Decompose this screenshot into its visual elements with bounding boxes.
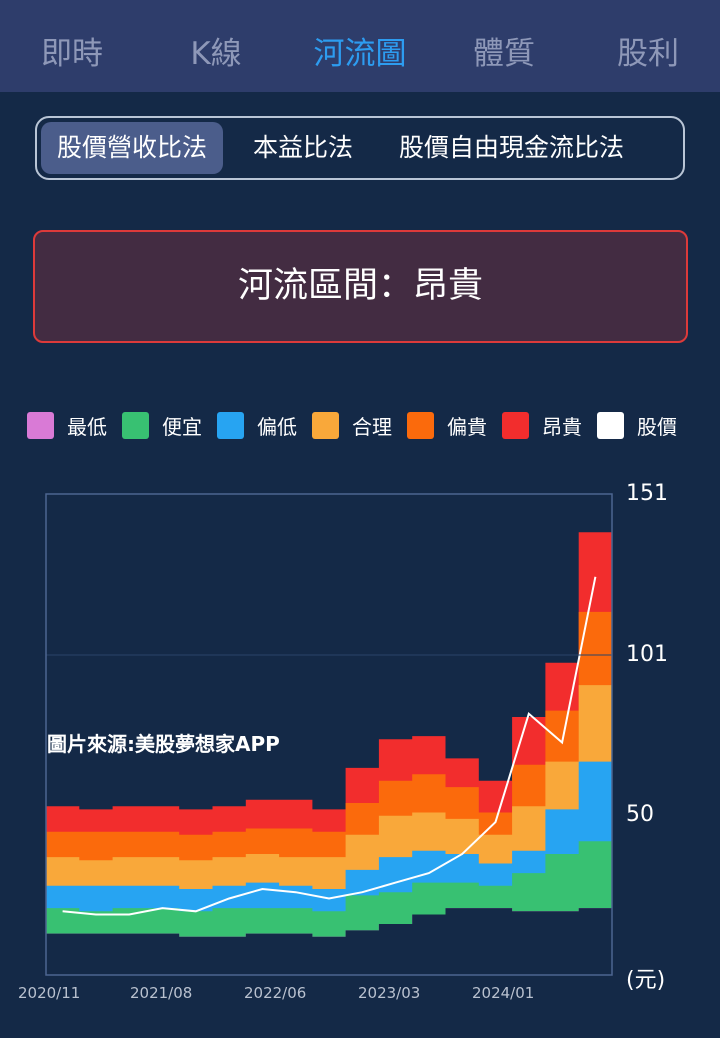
- legend-swatch: [122, 411, 149, 439]
- legend-label: 股價: [637, 414, 677, 439]
- tab-kline[interactable]: K線: [190, 36, 242, 72]
- legend-swatch: [407, 411, 434, 439]
- legend-label: 合理: [352, 414, 392, 439]
- price-line: [62, 576, 597, 916]
- legend-item-price: 股價: [597, 411, 677, 440]
- plot-frame: [45, 493, 613, 976]
- legend-item-low: 偏低: [217, 411, 297, 440]
- image-source-watermark: 圖片來源:美股夢想家APP: [47, 732, 280, 756]
- valuation-method-selector: 股價營收比法 本益比法 股價自由現金流比法: [35, 116, 685, 180]
- x-tick-label: 2020/11: [18, 984, 81, 1002]
- tab-realtime[interactable]: 即時: [41, 36, 103, 72]
- y-unit-label: (元): [626, 968, 666, 993]
- legend-label: 最低: [67, 414, 107, 439]
- y-tick-label: 101: [626, 642, 668, 667]
- legend-item-expensive: 昂貴: [502, 411, 582, 440]
- legend-item-high: 偏貴: [407, 411, 487, 440]
- x-tick-label: 2023/03: [358, 984, 421, 1002]
- legend-label: 偏貴: [447, 414, 487, 439]
- method-pe-ratio[interactable]: 本益比法: [253, 133, 354, 162]
- river-zone-status: 河流區間：昂貴: [33, 230, 688, 343]
- legend-label: 便宜: [162, 414, 202, 439]
- legend-item-fair: 合理: [312, 411, 392, 440]
- legend-label: 昂貴: [542, 414, 582, 439]
- y-tick-label: 151: [626, 481, 668, 506]
- x-tick-label: 2022/06: [244, 984, 307, 1002]
- tab-river-chart[interactable]: 河流圖: [313, 36, 407, 72]
- x-tick-label: 2021/08: [130, 984, 193, 1002]
- river-bands: [46, 532, 612, 975]
- legend-item-lowest: 最低: [27, 411, 107, 440]
- legend-swatch: [502, 411, 529, 439]
- top-tab-bar: 即時 K線 河流圖 體質 股利: [0, 0, 720, 92]
- chart-legend: 最低 便宜 偏低 合理 偏貴 昂貴 股價: [27, 407, 692, 443]
- method-price-to-sales[interactable]: 股價營收比法: [41, 122, 224, 174]
- x-tick-label: 2024/01: [472, 984, 535, 1002]
- method-price-to-fcf[interactable]: 股價自由現金流比法: [399, 133, 625, 162]
- legend-swatch: [27, 411, 54, 439]
- legend-swatch: [217, 411, 244, 439]
- legend-swatch: [597, 411, 624, 439]
- tab-dividends[interactable]: 股利: [617, 36, 679, 72]
- legend-swatch: [312, 411, 339, 439]
- legend-label: 偏低: [257, 414, 297, 439]
- tab-fundamentals[interactable]: 體質: [473, 36, 535, 72]
- legend-item-cheap: 便宜: [122, 411, 202, 440]
- chart-background-below-bands: [46, 908, 612, 975]
- y-tick-label: 50: [626, 802, 654, 827]
